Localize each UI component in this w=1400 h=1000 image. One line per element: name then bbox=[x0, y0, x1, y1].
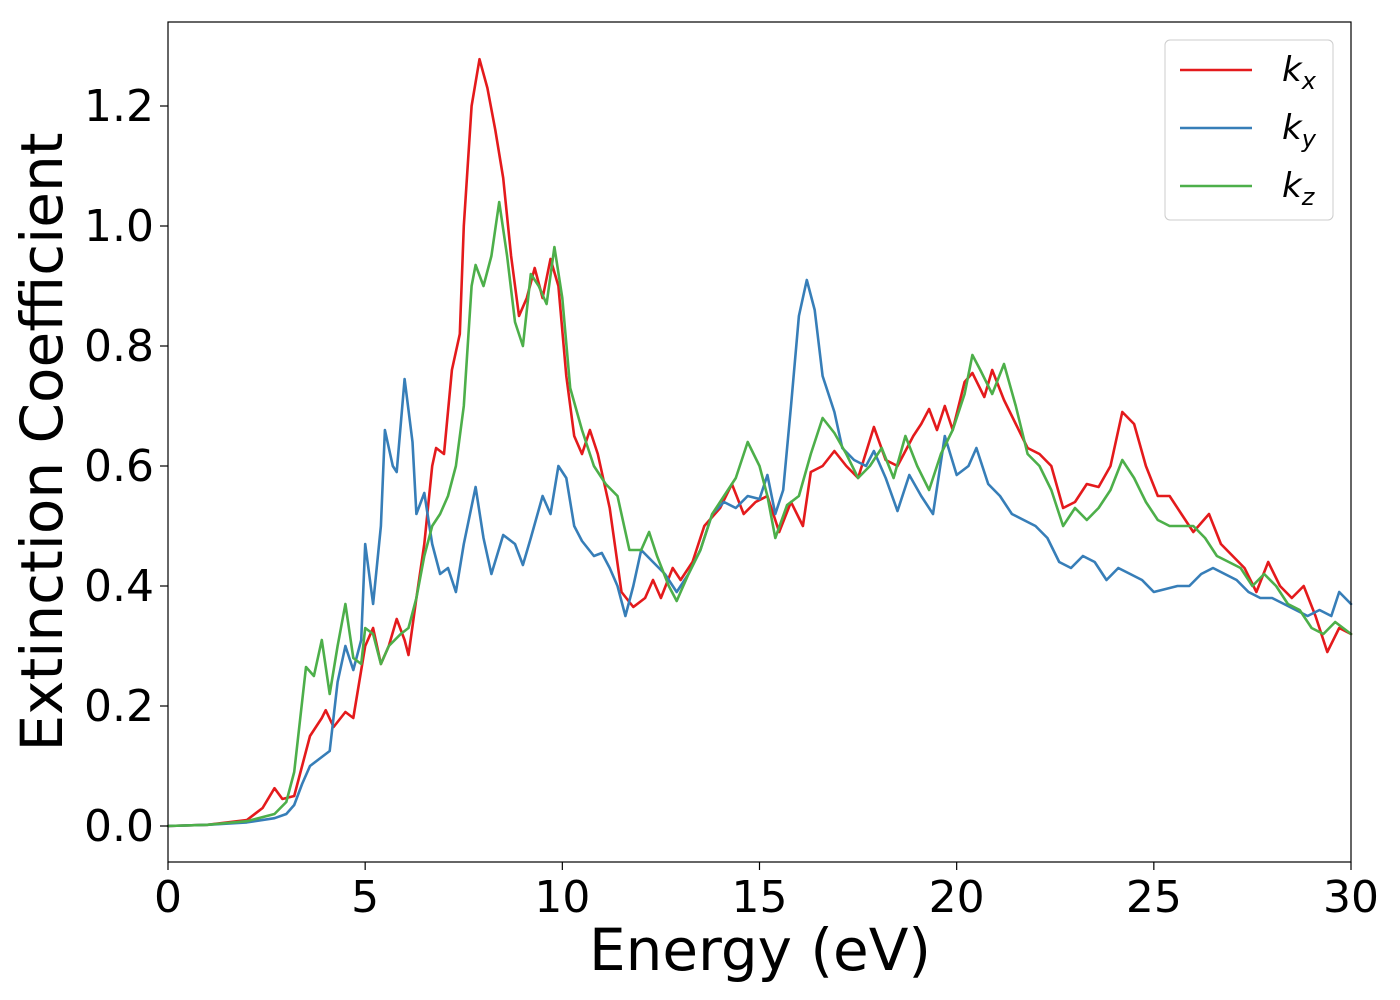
y-tick-label: 0.2 bbox=[84, 681, 154, 732]
x-tick-label: 25 bbox=[1126, 872, 1182, 923]
x-tick-label: 10 bbox=[534, 872, 590, 923]
y-axis-ticks: 0.0 0.2 0.4 0.6 0.8 1.0 1.2 bbox=[84, 81, 168, 852]
plot-lines bbox=[166, 57, 1353, 828]
legend: kx ky kz bbox=[1164, 39, 1334, 221]
y-tick-label: 0.6 bbox=[84, 441, 154, 492]
x-axis-ticks: 0 5 10 15 20 25 30 bbox=[154, 862, 1379, 923]
y-tick-label: 1.2 bbox=[84, 81, 154, 132]
x-axis-title: Energy (eV) bbox=[589, 916, 931, 984]
x-tick-label: 15 bbox=[732, 872, 788, 923]
series-line-k-z bbox=[166, 200, 1353, 828]
x-tick-label: 5 bbox=[351, 872, 379, 923]
x-tick-label: 0 bbox=[154, 872, 182, 923]
legend-label-k-x: kx bbox=[1282, 50, 1317, 95]
y-axis-title: Extinction Coefficient bbox=[8, 133, 76, 752]
y-tick-label: 0.4 bbox=[84, 561, 154, 612]
y-tick-label: 0.0 bbox=[84, 801, 154, 852]
y-tick-label: 1.0 bbox=[84, 201, 154, 252]
legend-label-k-z: kz bbox=[1282, 166, 1316, 211]
series-line-k-y bbox=[166, 278, 1353, 828]
x-tick-label: 20 bbox=[929, 872, 985, 923]
y-tick-label: 0.8 bbox=[84, 321, 154, 372]
x-tick-label: 30 bbox=[1323, 872, 1379, 923]
legend-box bbox=[1164, 39, 1334, 221]
legend-label-k-y: ky bbox=[1282, 108, 1317, 153]
